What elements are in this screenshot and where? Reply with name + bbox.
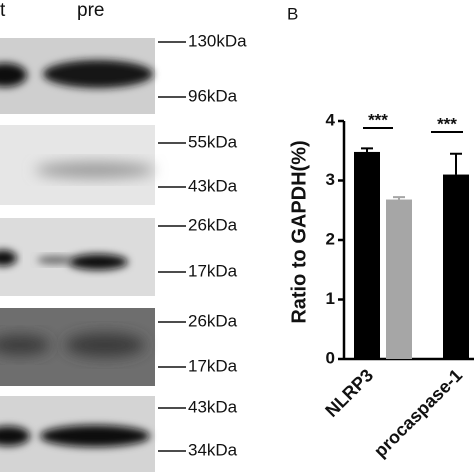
bar <box>386 199 412 359</box>
error-bar <box>361 147 373 152</box>
band <box>0 335 50 355</box>
marker-label: 26kDa <box>188 215 238 234</box>
band <box>40 425 150 447</box>
marker-label: 17kDa <box>188 356 238 375</box>
bar <box>443 174 469 359</box>
marker-label: 55kDa <box>188 132 238 151</box>
marker-label: 34kDa <box>188 440 238 459</box>
band <box>37 256 73 264</box>
marker-label: 96kDa <box>188 86 238 105</box>
y-tick-label: 0 <box>326 348 335 367</box>
marker-label: 43kDa <box>188 397 238 416</box>
marker-label: 17kDa <box>188 261 238 280</box>
panel-label: B <box>287 4 298 23</box>
blot-images <box>0 38 155 472</box>
marker-label: 26kDa <box>188 311 238 330</box>
significance-label: *** <box>368 110 388 129</box>
band <box>35 162 155 178</box>
markers: 130kDa 96kDa 55kDa 43kDa 26kDa 17kDa 26kDa 17kD… <box>158 31 247 459</box>
band <box>68 254 128 270</box>
y-tick-label: 1 <box>326 289 335 308</box>
error-bar <box>450 152 462 175</box>
band <box>43 60 153 88</box>
significance-label: *** <box>437 114 457 133</box>
y-axis-label: Ratio to GAPDH(%) <box>288 140 310 323</box>
marker-label: 43kDa <box>188 176 238 195</box>
error-bar <box>393 196 405 200</box>
y-tick-label: 3 <box>326 170 335 189</box>
lane-label: pre <box>77 0 104 21</box>
lane-label: t <box>0 0 6 21</box>
x-tick-label: NLRP3 <box>321 365 377 421</box>
y-tick-label: 4 <box>326 110 336 129</box>
x-tick-label: procaspase-1 <box>370 365 466 461</box>
y-tick-label: 2 <box>326 229 335 248</box>
band <box>65 333 145 357</box>
band <box>0 426 30 446</box>
bar <box>354 151 380 359</box>
band <box>0 63 27 87</box>
band <box>0 250 17 266</box>
marker-label: 130kDa <box>188 31 247 50</box>
